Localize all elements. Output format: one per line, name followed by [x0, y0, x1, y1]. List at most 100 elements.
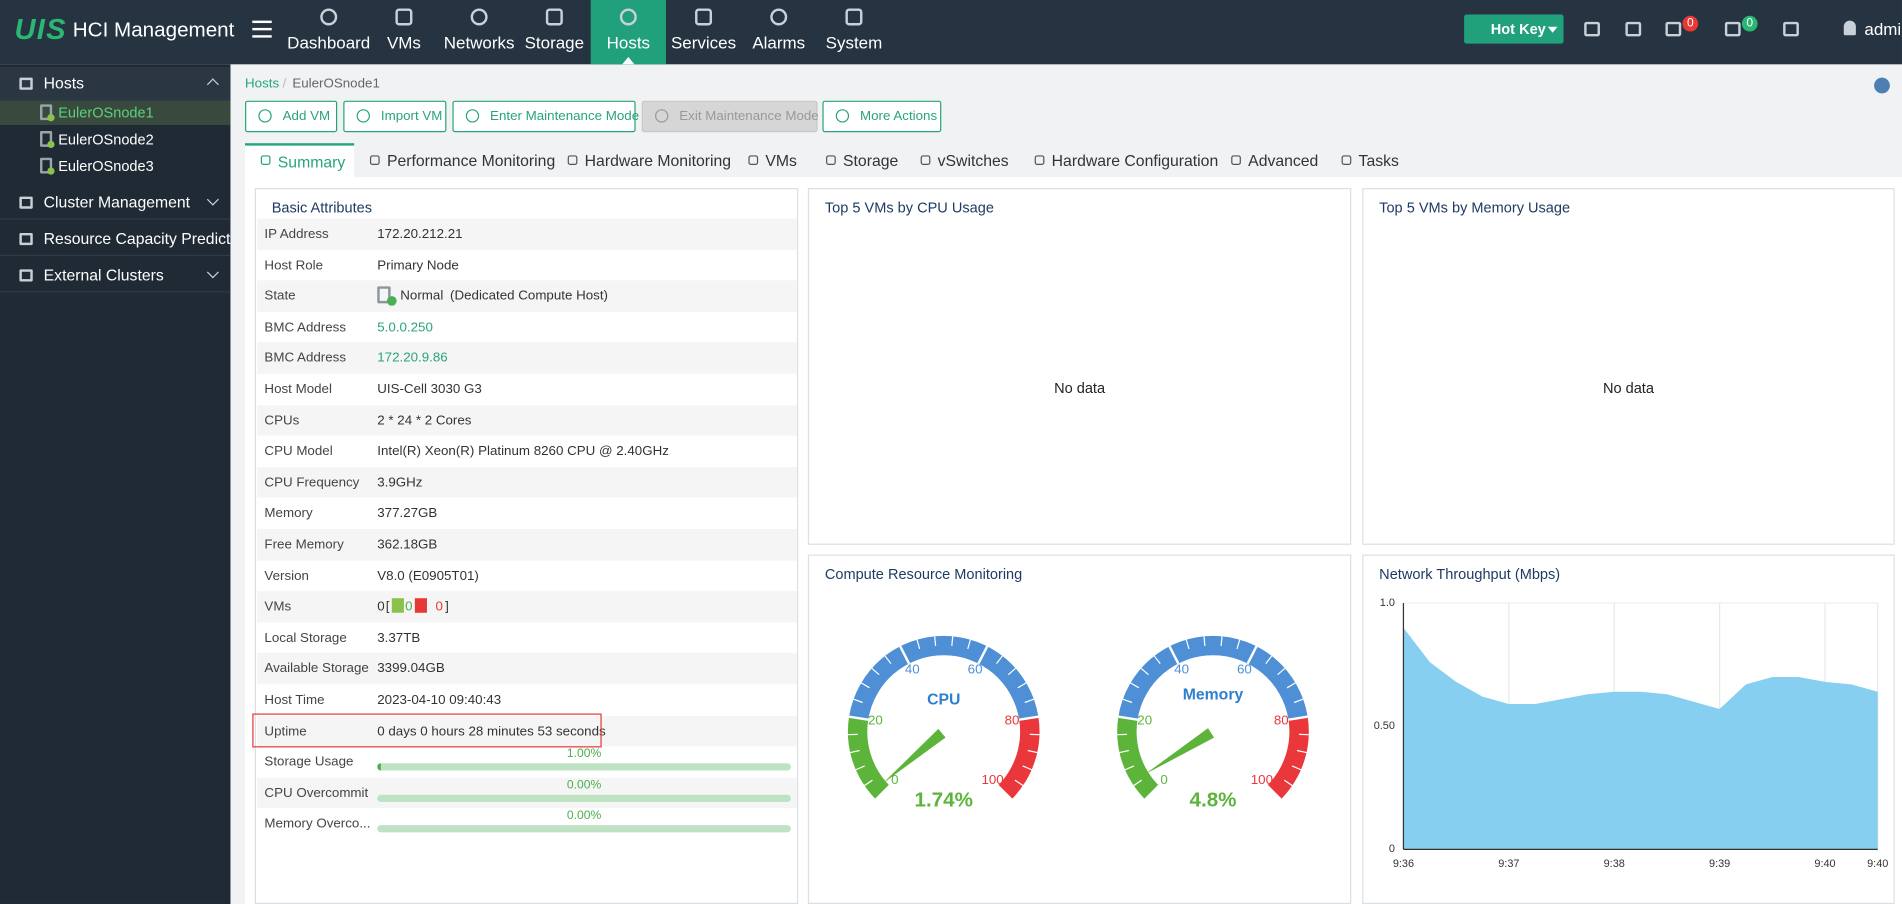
attribute-row: CPU Frequency 3.9GHz	[257, 466, 797, 498]
sidebar-group[interactable]: Hosts	[0, 66, 231, 101]
nav-label: Dashboard	[287, 32, 371, 53]
running-icon	[391, 598, 404, 613]
menu-toggle[interactable]	[252, 20, 272, 38]
attribute-value[interactable]: 5.0.0.250	[377, 320, 433, 335]
alarm-badge: 0	[1682, 15, 1699, 32]
panel-title: Top 5 VMs by Memory Usage	[1379, 198, 1571, 216]
toolbar-icon[interactable]	[1625, 21, 1642, 37]
sidebar-icon	[19, 196, 33, 209]
panel-title: Top 5 VMs by CPU Usage	[824, 198, 994, 216]
nav-label: Networks	[443, 32, 515, 53]
usage-row: Storage Usage 1.00%	[257, 746, 797, 777]
attribute-label: Free Memory	[264, 537, 344, 553]
user-icon	[1843, 20, 1856, 36]
tab[interactable]: Hardware Monitoring	[552, 143, 733, 177]
usage-label: Memory Overco...	[264, 817, 371, 832]
toolbar-icon[interactable]	[1665, 21, 1682, 37]
tab[interactable]: vSwitches	[905, 143, 1019, 177]
action-button[interactable]: More Actions	[822, 100, 942, 133]
tab-icon	[567, 155, 578, 166]
tab[interactable]: Storage	[810, 143, 905, 177]
tab-label: Hardware Configuration	[1051, 151, 1219, 170]
attribute-label: CPUs	[264, 413, 300, 428]
action-label: Add VM	[282, 109, 331, 124]
state-icon	[377, 286, 391, 304]
hot-key-button[interactable]: Hot Key	[1464, 14, 1564, 44]
vm-stopped: 0	[435, 599, 443, 615]
toolbar-icon[interactable]	[1783, 21, 1799, 37]
user-name[interactable]: admin	[1864, 19, 1902, 39]
sidebar-label: Resource Capacity Prediction	[43, 229, 231, 248]
tab-icon	[1341, 155, 1352, 166]
toolbar-icon[interactable]	[1584, 21, 1600, 37]
action-button: Exit Maintenance Mode	[641, 100, 819, 133]
top-bar: UIS HCI Management Dashboard VMs Networks Sto…	[0, 0, 1902, 65]
usage-track	[377, 825, 791, 833]
nav-item[interactable]: Hosts	[590, 0, 666, 65]
product-title: HCI Management	[72, 18, 235, 42]
tab[interactable]: Advanced	[1215, 143, 1325, 177]
attribute-label: Host Time	[264, 692, 325, 708]
sidebar-host[interactable]: EulerOSnode2	[0, 127, 230, 151]
action-button[interactable]: Import VM	[343, 100, 447, 133]
nav-item[interactable]: Storage	[517, 0, 592, 64]
tab-icon	[1034, 155, 1045, 166]
logo: UIS	[14, 13, 67, 47]
attribute-row: Free Memory 362.18GB	[257, 529, 797, 561]
toolbar-icon[interactable]	[1724, 21, 1741, 37]
host-label: EulerOSnode1	[58, 104, 154, 122]
tab[interactable]: Summary	[245, 143, 355, 178]
sidebar-host[interactable]: EulerOSnode3	[0, 154, 230, 178]
nav-item[interactable]: Services	[666, 0, 741, 64]
tab-icon	[748, 155, 759, 166]
nav-label: Alarms	[752, 32, 806, 53]
hot-key-caret	[1547, 26, 1558, 33]
attribute-row: State Normal (Dedicated Compute Host)	[257, 280, 797, 312]
host-icon	[40, 104, 53, 121]
panel: Network Throughput (Mbps)	[1362, 554, 1895, 904]
attribute-value: 3399.04GB	[377, 661, 445, 677]
tab[interactable]: Tasks	[1326, 143, 1417, 177]
usage-track	[377, 763, 791, 771]
host-status-dot	[47, 167, 55, 175]
attribute-value[interactable]: 172.20.9.86	[377, 351, 448, 366]
tab-label: Performance Monitoring	[386, 151, 556, 170]
tab[interactable]: Performance Monitoring	[354, 143, 556, 177]
sidebar-icon	[19, 269, 33, 282]
attribute-row: Version V8.0 (E0905T01)	[257, 560, 797, 591]
highlight-box	[252, 712, 602, 747]
nav-item[interactable]: VMs	[366, 0, 441, 64]
sidebar-label: Hosts	[43, 74, 84, 93]
sidebar-label: External Clusters	[43, 265, 164, 284]
sidebar-group[interactable]: Cluster Management	[0, 186, 231, 220]
menu-bar	[252, 27, 272, 31]
sidebar-group[interactable]: External Clusters	[0, 258, 231, 293]
breadcrumb-link[interactable]: Hosts	[245, 76, 280, 92]
attribute-label: State	[264, 289, 296, 304]
tab[interactable]: Hardware Configuration	[1019, 143, 1219, 177]
action-button[interactable]: Enter Maintenance Mode	[452, 100, 639, 133]
vm-bracket: [	[385, 599, 390, 615]
usage-value-label: 1.00%	[566, 747, 602, 762]
panel: Compute Resource Monitoring	[807, 554, 1352, 904]
tab[interactable]: VMs	[733, 143, 811, 177]
stopped-icon	[414, 598, 427, 613]
attribute-value: 362.18GB	[377, 537, 438, 553]
panel: Top 5 VMs by CPU Usage No data	[807, 188, 1352, 545]
attribute-value: Intel(R) Xeon(R) Platinum 8260 CPU @ 2.4…	[377, 444, 669, 459]
nav-item[interactable]: Networks	[442, 0, 517, 64]
usage-value-label: 0.00%	[566, 809, 602, 824]
attribute-label: Uptime	[264, 723, 307, 739]
sidebar-label: Cluster Management	[43, 192, 191, 212]
sidebar-host[interactable]: EulerOSnode1	[0, 100, 231, 125]
nav-icon	[545, 8, 563, 26]
attribute-row: Host Model UIS-Cell 3030 G3	[257, 374, 797, 405]
nav-item[interactable]: Alarms	[741, 0, 816, 64]
attribute-value: 3.9GHz	[377, 475, 423, 490]
action-button[interactable]: Add VM	[245, 100, 338, 133]
nav-item[interactable]: Dashboard	[287, 0, 370, 64]
nav-item[interactable]: System	[816, 0, 891, 64]
sidebar-group[interactable]: Resource Capacity Prediction	[0, 222, 231, 257]
panel-title: Compute Resource Monitoring	[824, 565, 1023, 583]
